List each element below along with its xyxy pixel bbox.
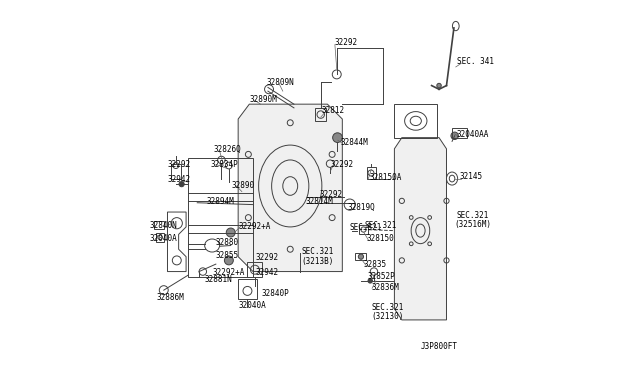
- Text: J3P800FT: J3P800FT: [420, 342, 458, 351]
- Polygon shape: [238, 104, 342, 272]
- Text: 32040A: 32040A: [150, 234, 177, 243]
- Text: SEC.321: SEC.321: [371, 303, 404, 312]
- Text: 32814M: 32814M: [305, 197, 333, 206]
- Text: 32890: 32890: [232, 181, 255, 190]
- Text: 32292: 32292: [335, 38, 358, 47]
- Bar: [315, 108, 326, 121]
- Text: 32819Q: 32819Q: [347, 203, 375, 212]
- Text: (3213B): (3213B): [301, 257, 334, 266]
- Text: SEC.321: SEC.321: [365, 221, 397, 230]
- Text: 328150: 328150: [367, 234, 395, 243]
- Text: 32844M: 32844M: [340, 138, 368, 147]
- Text: 32852P: 32852P: [367, 272, 396, 280]
- Text: 32855: 32855: [216, 251, 239, 260]
- Text: 32145: 32145: [460, 172, 483, 181]
- Text: 32292+A: 32292+A: [212, 268, 244, 277]
- Text: 32292: 32292: [255, 253, 279, 262]
- Text: 32292: 32292: [320, 190, 343, 199]
- Ellipse shape: [437, 83, 441, 88]
- Circle shape: [368, 279, 372, 283]
- Text: (32130): (32130): [371, 312, 404, 321]
- Bar: [248, 262, 262, 277]
- Text: 32836M: 32836M: [371, 283, 399, 292]
- Text: 32840P: 32840P: [261, 289, 289, 298]
- Text: 32890M: 32890M: [250, 95, 277, 104]
- Bar: [394, 104, 437, 138]
- Text: 32835: 32835: [364, 260, 387, 269]
- Circle shape: [227, 228, 235, 237]
- Text: 32834P: 32834P: [211, 160, 238, 169]
- Text: 32040AA: 32040AA: [457, 130, 489, 139]
- Text: 32881N: 32881N: [205, 275, 232, 284]
- Circle shape: [358, 254, 364, 259]
- Text: SEC.321: SEC.321: [349, 223, 381, 232]
- Bar: [359, 225, 369, 234]
- Text: (32516M): (32516M): [454, 220, 492, 229]
- Circle shape: [333, 133, 342, 142]
- Circle shape: [179, 182, 184, 187]
- Circle shape: [225, 256, 234, 265]
- Bar: [156, 232, 164, 242]
- Bar: [188, 158, 253, 277]
- Text: SEC. 341: SEC. 341: [457, 57, 494, 66]
- Text: 32942: 32942: [168, 175, 191, 184]
- Bar: [367, 167, 376, 179]
- Bar: [452, 128, 467, 138]
- Text: 32886M: 32886M: [156, 293, 184, 302]
- Text: SEC.321: SEC.321: [457, 211, 489, 219]
- Text: 32292: 32292: [330, 160, 353, 169]
- Text: 32880: 32880: [216, 238, 239, 247]
- Polygon shape: [394, 138, 447, 320]
- Bar: [238, 279, 257, 299]
- Text: 32040A: 32040A: [238, 301, 266, 310]
- Text: 328150A: 328150A: [369, 173, 401, 182]
- Text: 32826Q: 32826Q: [214, 145, 242, 154]
- Bar: [172, 164, 180, 179]
- Bar: [154, 221, 164, 229]
- Text: 32809N: 32809N: [266, 78, 294, 87]
- Text: SEC.321: SEC.321: [301, 247, 334, 256]
- Bar: [355, 253, 367, 260]
- Text: 32292+A: 32292+A: [238, 222, 271, 231]
- Circle shape: [451, 132, 458, 140]
- Text: 32292: 32292: [168, 160, 191, 169]
- Text: 32942: 32942: [255, 268, 279, 277]
- Text: 32894M: 32894M: [207, 197, 234, 206]
- Text: 32840N: 32840N: [150, 221, 177, 230]
- Text: 32812: 32812: [322, 106, 345, 115]
